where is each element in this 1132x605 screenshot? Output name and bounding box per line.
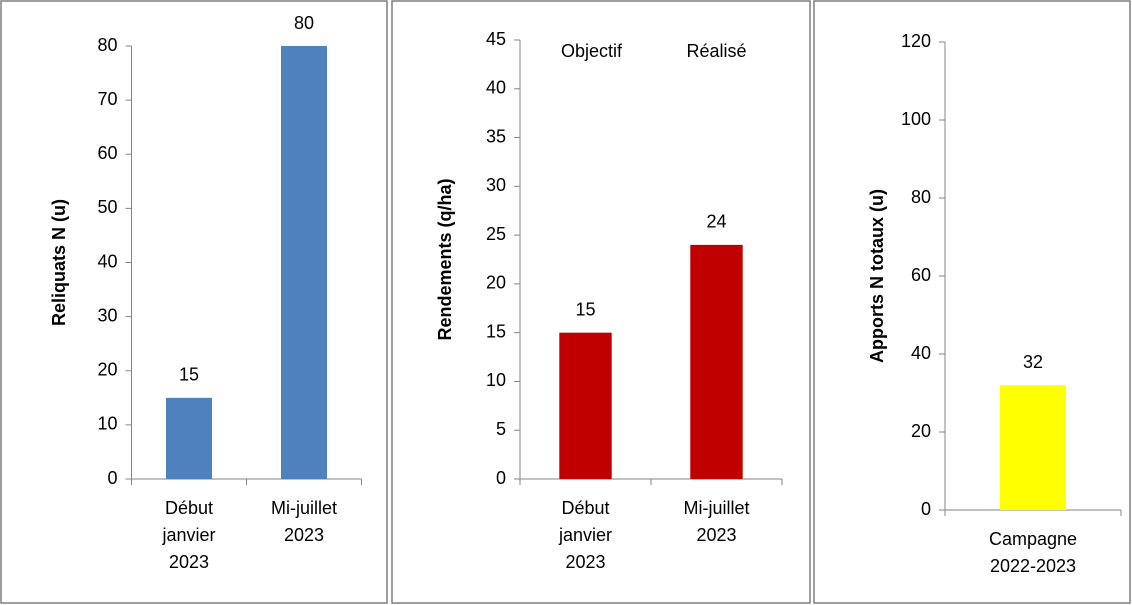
bar bbox=[1000, 385, 1066, 510]
y-tick-label: 25 bbox=[486, 224, 506, 244]
x-tick-label: Mi-juillet 2023 bbox=[271, 498, 337, 545]
y-tick-label: 0 bbox=[921, 499, 931, 519]
y-axis-label: Rendements (q/ha) bbox=[435, 178, 455, 340]
y-tick-label: 30 bbox=[97, 305, 117, 325]
y-tick-label: 15 bbox=[486, 321, 506, 341]
annotation: Objectif bbox=[561, 41, 623, 61]
y-tick-label: 70 bbox=[97, 89, 117, 109]
y-tick-label: 60 bbox=[97, 143, 117, 163]
y-axis-label: Apports N totaux (u) bbox=[867, 189, 887, 363]
y-tick-label: 10 bbox=[486, 370, 506, 390]
y-tick-label: 20 bbox=[911, 421, 931, 441]
bar bbox=[281, 46, 327, 479]
y-tick-label: 0 bbox=[496, 468, 506, 488]
y-tick-label: 30 bbox=[486, 175, 506, 195]
panel bbox=[813, 0, 1131, 604]
y-tick-label: 10 bbox=[97, 414, 117, 434]
x-tick-label: Début janvier 2023 bbox=[558, 498, 612, 572]
y-tick-label: 40 bbox=[97, 251, 117, 271]
y-tick-label: 0 bbox=[107, 468, 117, 488]
panel bbox=[0, 0, 388, 604]
bar bbox=[690, 244, 743, 479]
value-label: 24 bbox=[706, 212, 726, 232]
x-tick-label: Campagne 2022-2023 bbox=[989, 529, 1077, 576]
value-label: 80 bbox=[294, 13, 314, 33]
y-tick-label: 5 bbox=[496, 419, 506, 439]
x-tick-label: Mi-juillet 2023 bbox=[683, 498, 749, 545]
y-tick-label: 40 bbox=[486, 78, 506, 98]
annotation: Réalisé bbox=[686, 41, 746, 61]
y-tick-label: 100 bbox=[901, 109, 931, 129]
x-tick-label: Début janvier 2023 bbox=[161, 498, 215, 572]
y-tick-label: 45 bbox=[486, 29, 506, 49]
value-label: 15 bbox=[575, 299, 595, 319]
value-label: 15 bbox=[179, 365, 199, 385]
y-tick-label: 80 bbox=[97, 35, 117, 55]
y-tick-label: 50 bbox=[97, 197, 117, 217]
panel bbox=[391, 0, 811, 604]
bar bbox=[166, 397, 212, 479]
bar bbox=[559, 332, 612, 479]
y-tick-label: 120 bbox=[901, 31, 931, 51]
value-label: 32 bbox=[1023, 352, 1043, 372]
y-tick-label: 40 bbox=[911, 343, 931, 363]
y-tick-label: 35 bbox=[486, 126, 506, 146]
y-axis-label: Reliquats N (u) bbox=[49, 199, 69, 326]
y-tick-label: 60 bbox=[911, 265, 931, 285]
y-tick-label: 20 bbox=[97, 360, 117, 380]
y-tick-label: 20 bbox=[486, 273, 506, 293]
y-tick-label: 80 bbox=[911, 187, 931, 207]
